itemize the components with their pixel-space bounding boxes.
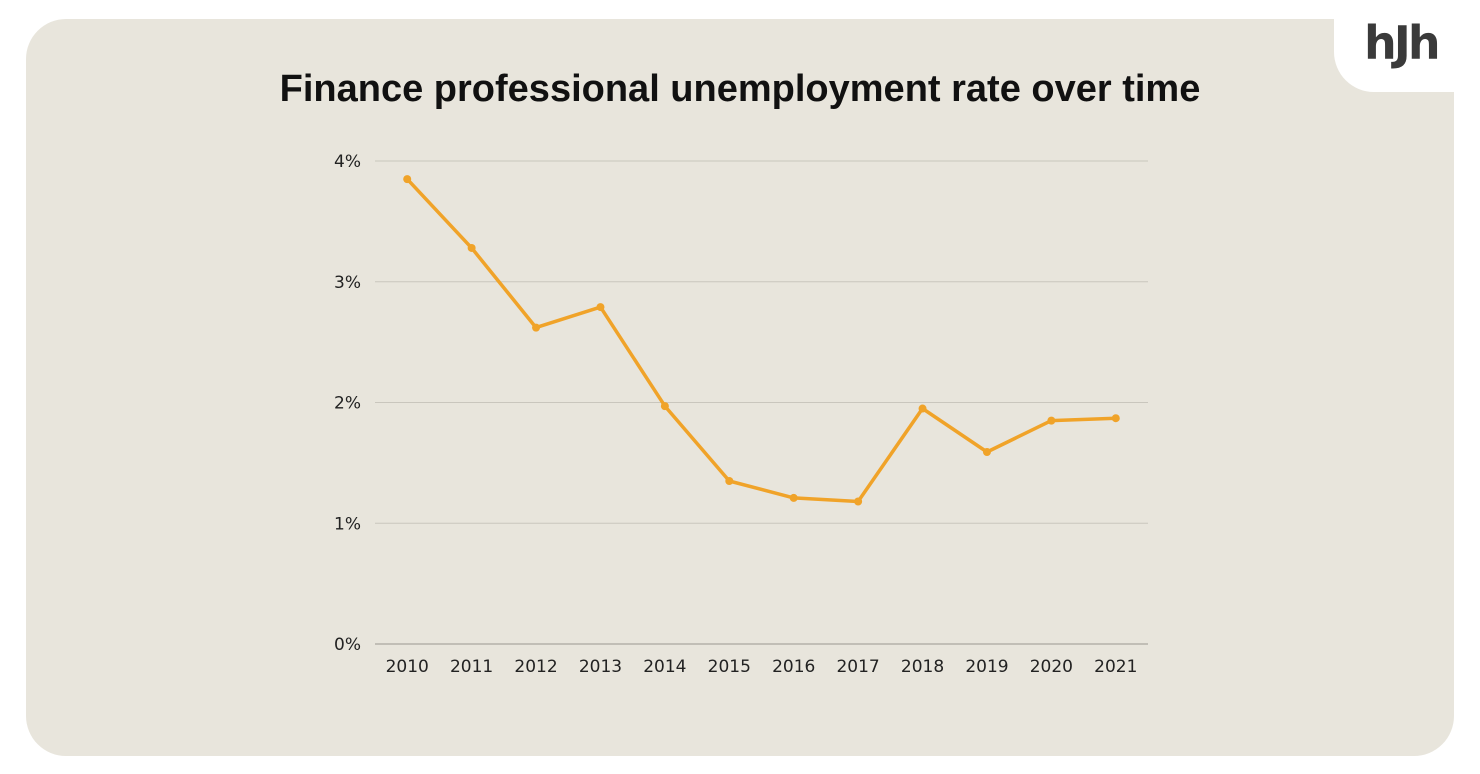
x-tick-label: 2019	[965, 657, 1008, 677]
data-point-2017	[854, 497, 863, 506]
data-point-2014	[660, 402, 669, 411]
x-tick-label: 2020	[1030, 657, 1073, 677]
series-line	[405, 177, 1118, 504]
x-tick-label: 2021	[1094, 657, 1137, 677]
data-point-2010	[403, 175, 412, 184]
x-tick-label: 2010	[386, 657, 429, 677]
x-tick-label: 2013	[579, 657, 622, 677]
x-tick-label: 2015	[708, 657, 751, 677]
y-tick-label: 4%	[334, 152, 361, 172]
data-point-2021	[1111, 414, 1120, 423]
data-point-2015	[725, 476, 734, 485]
logo-tab	[1334, 0, 1480, 92]
x-tick-label: 2017	[836, 657, 879, 677]
grid-lines	[375, 160, 1148, 645]
chart-title: Finance professional unemployment rate o…	[279, 68, 1201, 110]
brand-logo: hJh	[1364, 16, 1441, 70]
y-tick-label: 3%	[334, 273, 361, 293]
data-point-2019	[982, 448, 991, 457]
data-point-2013	[596, 303, 605, 312]
x-tick-label: 2016	[772, 657, 815, 677]
x-tick-label: 2012	[514, 657, 557, 677]
x-axis-tick-labels: 2010 2011 2012 2013 2014 2015 2016 2017 2018 2019…	[386, 657, 1138, 677]
data-point-2018	[918, 404, 927, 413]
data-point-2011	[467, 243, 476, 252]
data-point-2012	[532, 323, 541, 332]
y-axis-tick-labels: 0% 1% 2% 3% 4%	[334, 152, 361, 655]
y-tick-label: 0%	[334, 635, 361, 655]
y-tick-label: 1%	[334, 514, 361, 534]
series-unemployment-rate	[403, 175, 1120, 506]
chart-card	[26, 19, 1454, 756]
x-tick-label: 2018	[901, 657, 944, 677]
data-point-2016	[789, 493, 798, 502]
data-point-2020	[1047, 416, 1056, 425]
y-tick-label: 2%	[334, 394, 361, 414]
x-tick-label: 2011	[450, 657, 493, 677]
x-tick-label: 2014	[643, 657, 686, 677]
